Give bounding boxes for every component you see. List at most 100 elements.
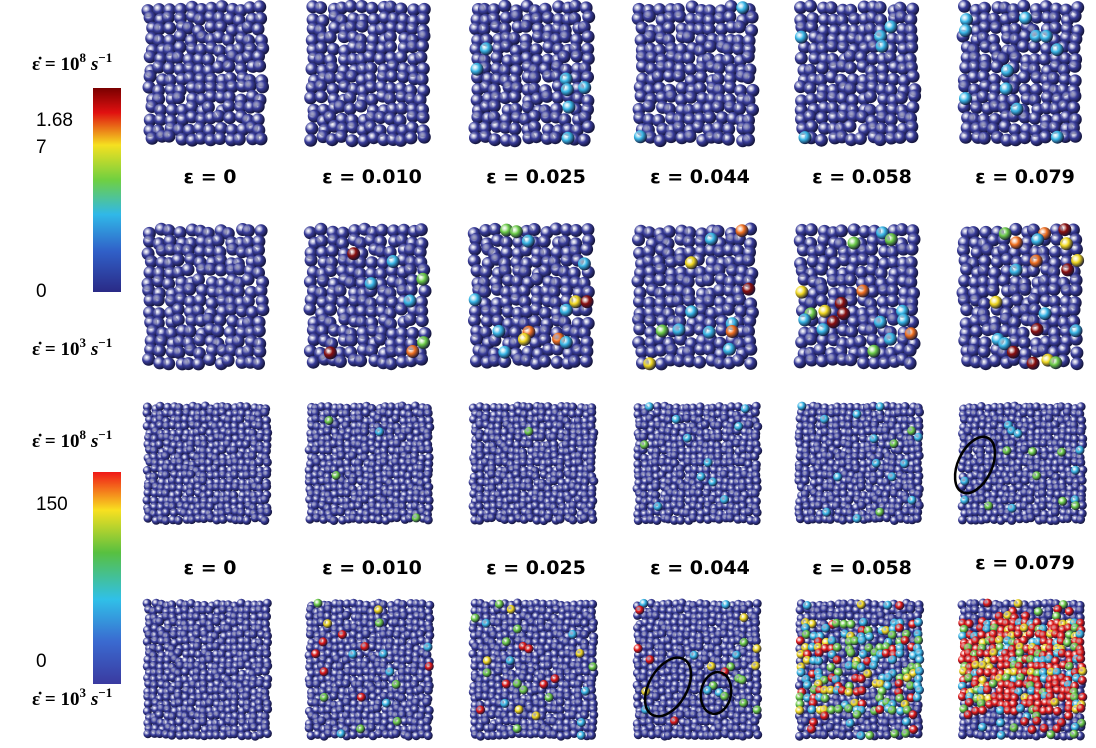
particle [1071, 357, 1084, 370]
particle [1017, 0, 1030, 13]
particle [260, 408, 269, 417]
particle [253, 324, 266, 337]
particle [854, 335, 867, 348]
particle [1031, 323, 1044, 336]
particle [703, 326, 716, 339]
particle [256, 80, 269, 93]
particle [888, 472, 897, 481]
particle [693, 356, 706, 369]
particle [632, 275, 645, 288]
particle [742, 133, 755, 146]
particle [510, 10, 523, 23]
particle [905, 327, 918, 340]
particle [307, 356, 320, 369]
particle [1011, 103, 1024, 116]
particle [578, 257, 591, 270]
particle [900, 459, 909, 468]
particle-panel [794, 223, 921, 370]
particle [324, 31, 337, 44]
particle-panel [305, 599, 435, 741]
particle [978, 132, 991, 145]
particle [742, 254, 755, 267]
particle [734, 422, 743, 431]
colorbar [93, 88, 121, 292]
particle [703, 343, 716, 356]
particle-panel [795, 402, 925, 526]
particle [417, 336, 430, 349]
particle [1040, 30, 1053, 43]
particle [253, 0, 266, 13]
particle [173, 346, 186, 359]
particle [733, 20, 746, 33]
particle [315, 235, 328, 248]
particle [704, 458, 713, 467]
particle [795, 286, 808, 299]
particle [405, 131, 418, 144]
particle [334, 355, 347, 368]
particle-panel [142, 0, 270, 147]
particle [654, 502, 663, 511]
particle [1058, 223, 1071, 236]
particle [1029, 112, 1042, 125]
particle [172, 91, 185, 104]
particle [1018, 71, 1031, 84]
particle [1027, 513, 1036, 522]
particle [218, 445, 227, 454]
particle [684, 63, 697, 76]
particle [1038, 53, 1051, 66]
particle [708, 478, 717, 487]
particle [702, 273, 715, 286]
particle-panel [142, 223, 270, 371]
particle [193, 13, 206, 26]
particle [906, 101, 919, 114]
particle-panel [143, 402, 273, 526]
particle [1014, 429, 1023, 438]
particle [1007, 11, 1020, 24]
particle [858, 452, 867, 461]
particle-panel [469, 402, 599, 525]
particle-panel [794, 0, 921, 147]
particle [183, 283, 196, 296]
particle [885, 20, 898, 33]
particle [906, 243, 919, 256]
particle [848, 237, 861, 250]
particle [814, 501, 823, 510]
particle [324, 446, 333, 455]
particle [192, 357, 205, 370]
particle [336, 507, 345, 516]
particle [643, 357, 656, 370]
colorbar-label: 0 [36, 651, 47, 672]
particle [1019, 12, 1032, 25]
particle [556, 515, 565, 524]
particle [416, 40, 429, 53]
particle [895, 91, 908, 104]
particle [856, 285, 869, 298]
particle-panel [143, 599, 273, 741]
particle [581, 295, 594, 308]
particle [205, 698, 214, 707]
particle [560, 336, 573, 349]
particle [518, 333, 531, 346]
particle [872, 459, 881, 468]
particle [685, 256, 698, 269]
particle [632, 233, 645, 246]
particle [242, 273, 255, 286]
particle [365, 277, 378, 290]
particle [960, 13, 973, 26]
particle [653, 516, 662, 525]
particle [673, 10, 686, 23]
particle [260, 495, 269, 504]
particle [744, 357, 757, 370]
particle [732, 354, 745, 367]
particle [479, 266, 492, 279]
figure: 1.68 7 0 150 0 ε = 0ε = 0.010ε = 0.025ε … [0, 0, 1096, 748]
particle [562, 101, 575, 114]
particle [252, 357, 265, 370]
particle [894, 131, 907, 144]
colorbar-label: 1.68 [36, 110, 73, 131]
particle [683, 434, 692, 443]
particle [704, 40, 717, 53]
particle [890, 439, 899, 448]
particle [570, 224, 583, 237]
particle [1071, 501, 1080, 510]
